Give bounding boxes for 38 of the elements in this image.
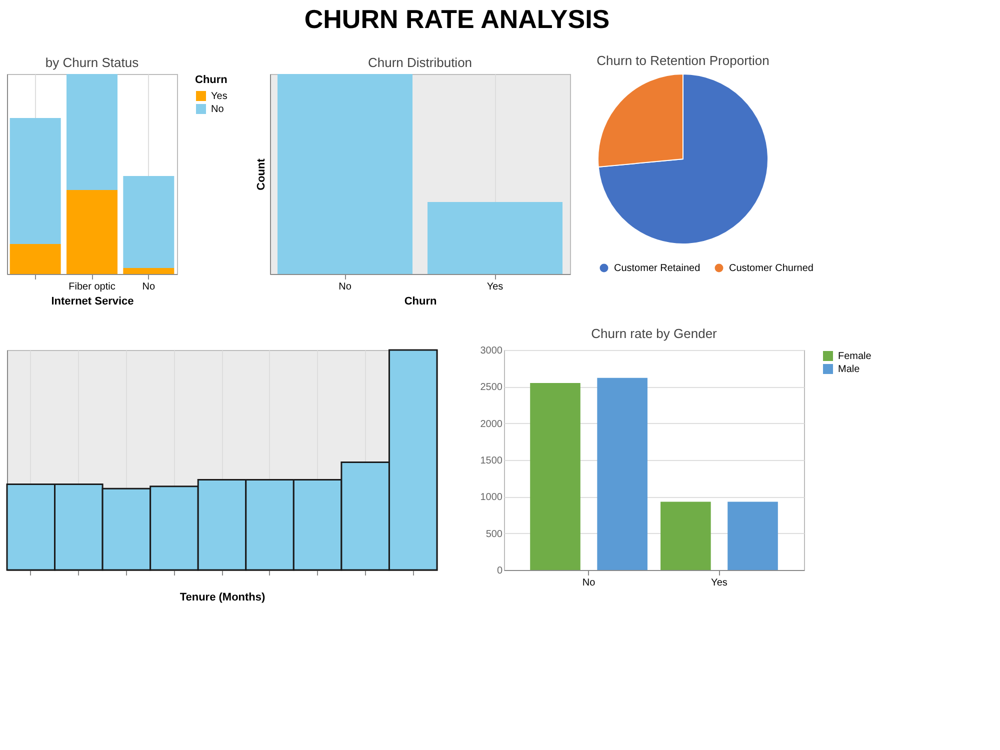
x-tick-label: No (338, 282, 352, 292)
bar (597, 378, 648, 570)
y-tick-label: 0 (496, 566, 503, 576)
bar (123, 268, 174, 274)
y-tick-label: 3000 (480, 346, 503, 356)
legend-label: Customer Retained (614, 263, 700, 274)
legend-label: Yes (211, 91, 228, 102)
bar (530, 383, 580, 570)
x-axis-title: Churn (404, 296, 437, 308)
chart-title: Churn to Retention Proportion (596, 53, 770, 68)
x-tick-label: No (142, 282, 156, 292)
legend-label: Female (838, 351, 872, 362)
pie-slice (598, 74, 768, 244)
chart-title: by Churn Status (45, 55, 140, 70)
bar (660, 502, 711, 570)
text: CHURN RATE ANALYSIS (304, 4, 610, 34)
legend-label: Male (838, 364, 860, 375)
y-tick-label: 2000 (480, 418, 503, 430)
bar (10, 244, 61, 274)
y-tick-label: 1000 (480, 492, 503, 504)
bar (66, 74, 118, 190)
y-tick-label: 500 (486, 528, 503, 540)
bar (66, 190, 118, 274)
chart-title: Churn rate by Gender (591, 326, 718, 341)
bar (10, 118, 61, 244)
legend-title: Churn (195, 74, 228, 86)
y-tick-label: 1500 (480, 456, 503, 466)
legend-label: Customer Churned (729, 263, 814, 274)
legend-label: No (211, 104, 224, 115)
x-axis-title: Internet Service (51, 296, 134, 308)
bar (728, 502, 778, 570)
y-tick-label: 2500 (480, 382, 503, 394)
chart-title: Churn Distribution (368, 55, 472, 70)
bar (123, 176, 174, 268)
x-tick-label: Yes (486, 282, 504, 292)
x-tick-label: Fiber optic (68, 282, 116, 292)
y-axis-title: Count (256, 158, 268, 190)
x-axis-title: Tenure (Months) (180, 592, 266, 604)
